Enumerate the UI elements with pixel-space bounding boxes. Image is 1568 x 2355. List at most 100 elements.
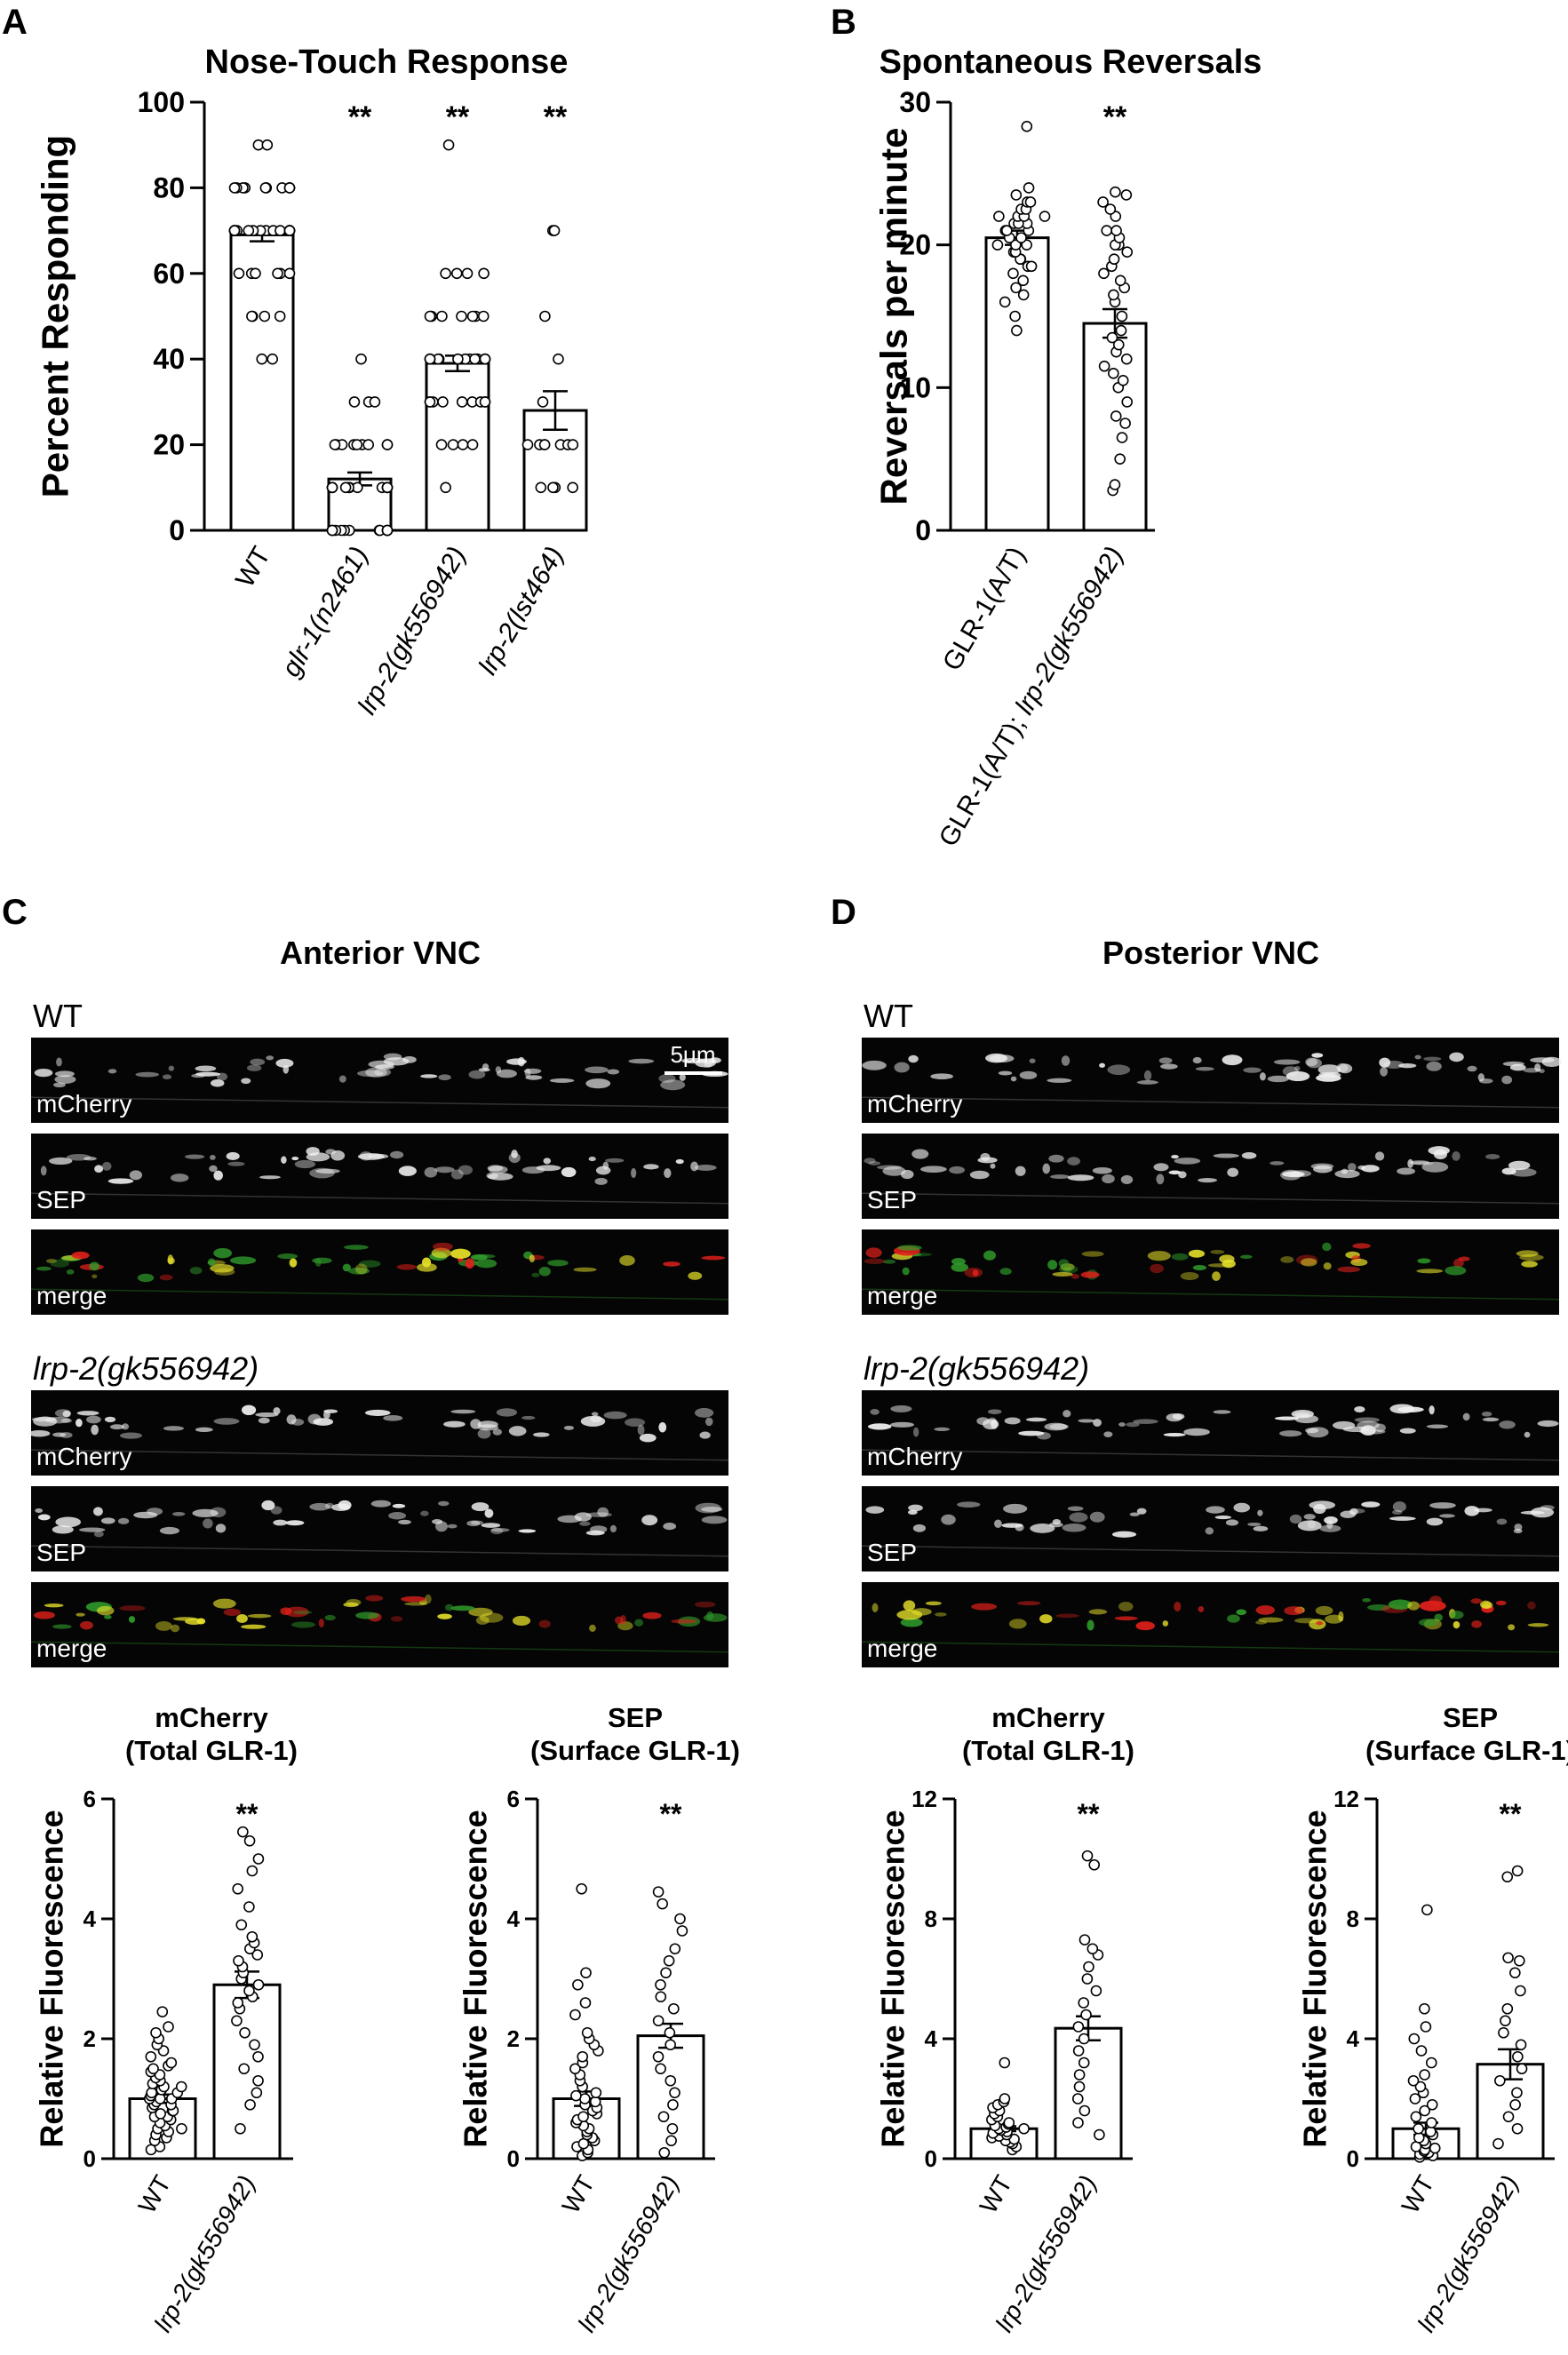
punctum	[1243, 1067, 1262, 1073]
data-point	[1015, 232, 1027, 243]
punctum	[862, 1060, 887, 1070]
punctum	[1273, 1059, 1301, 1065]
punctum	[100, 1517, 115, 1524]
data-point	[652, 2015, 665, 2027]
data-point	[1007, 267, 1019, 280]
y-tick-label: 30	[899, 86, 931, 118]
data-point	[1413, 2122, 1424, 2135]
data-point	[457, 439, 469, 450]
punctum	[223, 1608, 242, 1617]
punctum	[1178, 1171, 1187, 1179]
data-point	[655, 1978, 666, 1991]
punctum	[54, 1409, 71, 1418]
punctum	[695, 1502, 721, 1514]
punctum	[284, 1606, 309, 1618]
punctum	[1280, 1256, 1294, 1263]
chart-title: mCherry	[155, 1702, 268, 1733]
punctum	[289, 1258, 298, 1268]
punctum	[1414, 1054, 1421, 1060]
data-point	[581, 2026, 593, 2039]
significance-mark: **	[1500, 1798, 1522, 1830]
scale-bar-label: 5μm	[670, 1041, 715, 1068]
punctum	[286, 1414, 297, 1425]
punctum	[1524, 1431, 1531, 1438]
data-point	[1009, 310, 1021, 322]
punctum	[76, 1612, 85, 1617]
punctum	[699, 1431, 711, 1439]
data-point	[1409, 2093, 1421, 2104]
punctum	[1067, 1506, 1084, 1511]
punctum	[538, 1266, 551, 1277]
chart-title: Nose-Touch Response	[205, 44, 569, 81]
punctum	[195, 1065, 217, 1072]
category-label: WT	[975, 2171, 1018, 2218]
data-point	[665, 2135, 677, 2147]
data-point	[1512, 2050, 1524, 2063]
punctum	[1018, 1430, 1045, 1436]
y-tick-label: 0	[915, 514, 931, 546]
punctum	[443, 1420, 466, 1428]
data-point	[243, 1901, 255, 1913]
punctum	[1247, 1522, 1262, 1526]
punctum	[897, 1245, 922, 1251]
data-point	[1078, 2057, 1090, 2069]
punctum	[1521, 1261, 1538, 1268]
data-point	[1426, 2117, 1437, 2128]
punctum	[348, 1267, 370, 1275]
punctum	[1285, 1070, 1310, 1082]
y-tick-label: 4	[925, 2025, 938, 2052]
punctum	[864, 1158, 876, 1164]
punctum	[250, 1058, 266, 1066]
category-part: lrp-2(gk556942)	[1010, 542, 1129, 720]
data-point	[1023, 182, 1035, 194]
punctum	[900, 1618, 923, 1627]
y-axis-label: Relative Fluorescence	[458, 1810, 494, 2147]
punctum	[396, 1264, 417, 1270]
punctum	[447, 1524, 458, 1529]
faint-process	[861, 1641, 1560, 1653]
data-point	[348, 396, 361, 408]
significance-mark: **	[1078, 1798, 1100, 1830]
punctum	[1338, 1611, 1344, 1622]
data-point	[252, 2074, 264, 2087]
data-point	[1509, 2098, 1521, 2111]
punctum	[896, 1610, 923, 1620]
y-axis-label: Relative Fluorescence	[34, 1810, 70, 2147]
punctum	[192, 1508, 219, 1517]
punctum	[390, 1150, 404, 1159]
data-point	[1513, 1954, 1525, 1967]
punctum	[1470, 1598, 1482, 1604]
punctum	[521, 1415, 536, 1420]
data-point	[466, 439, 479, 450]
data-point	[329, 439, 341, 450]
punctum	[318, 1618, 324, 1628]
punctum	[433, 1242, 453, 1251]
y-axis-label: Reversals per minute	[873, 128, 915, 505]
punctum	[78, 1527, 106, 1532]
punctum	[215, 1524, 227, 1533]
punctum	[1174, 1158, 1201, 1165]
punctum	[209, 1165, 218, 1173]
punctum	[1180, 1271, 1199, 1280]
category-label: WT	[1397, 2171, 1440, 2218]
punctum	[1508, 1160, 1531, 1171]
data-point	[1419, 2104, 1430, 2117]
channel-label: SEP	[36, 1539, 86, 1566]
punctum	[934, 1427, 951, 1432]
punctum	[634, 1619, 643, 1627]
data-point	[1090, 1985, 1102, 1997]
punctum	[96, 1605, 115, 1616]
data-point	[1112, 338, 1125, 351]
y-tick-label: 6	[84, 1786, 96, 1812]
punctum	[1259, 1072, 1266, 1081]
punctum	[1069, 1512, 1088, 1523]
punctum	[1255, 1605, 1276, 1615]
punctum	[1003, 1503, 1028, 1514]
data-point	[424, 396, 436, 408]
punctum	[342, 1263, 351, 1272]
punctum	[588, 1157, 596, 1162]
punctum	[1450, 1611, 1464, 1619]
punctum	[957, 1501, 981, 1508]
punctum	[688, 1271, 703, 1280]
